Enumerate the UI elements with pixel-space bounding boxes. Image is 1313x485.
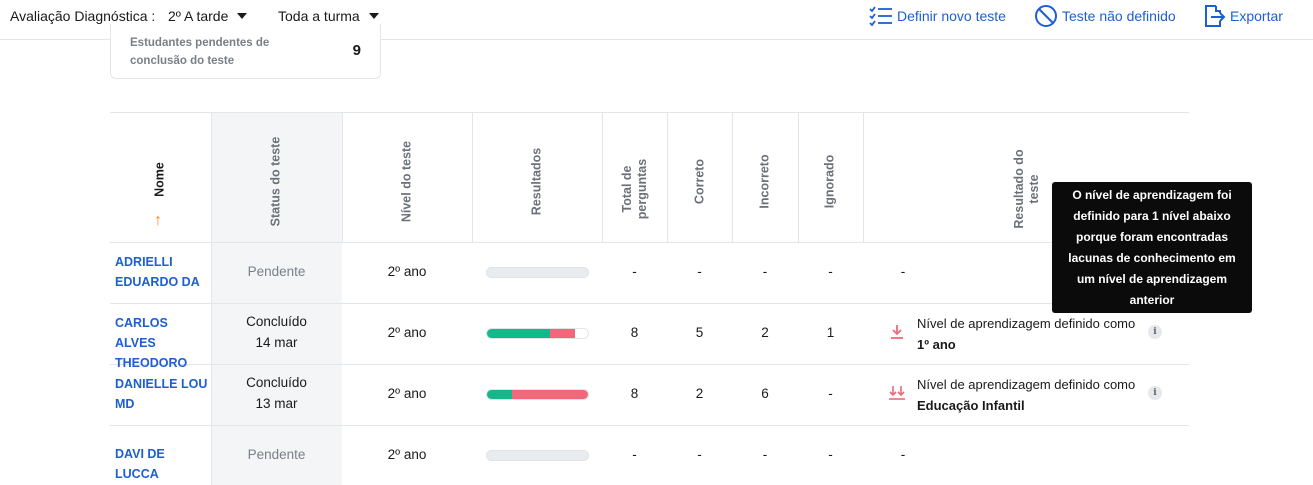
column-header-level: Nível do teste — [399, 140, 414, 223]
test-outcome: Nível de aprendizagem definido como Educ… — [917, 374, 1137, 416]
results-bar — [486, 267, 589, 278]
test-status: Concluído — [246, 375, 307, 390]
ignored-count: - — [828, 386, 833, 401]
test-outcome: Nível de aprendizagem definido como 1º a… — [917, 313, 1137, 355]
assessment-label: Avaliação Diagnóstica : — [10, 8, 156, 24]
ignored-count: - — [828, 447, 833, 462]
incorrect-count: 2 — [761, 325, 769, 340]
learning-level-tooltip: O nível de aprendizagem foi definido par… — [1052, 182, 1252, 313]
results-bar — [486, 389, 589, 400]
export-label: Exportar — [1230, 8, 1283, 24]
total-questions: 8 — [630, 386, 639, 401]
pending-students-count: 9 — [352, 42, 361, 59]
results-bar — [486, 328, 589, 339]
pending-students-card: Estudantes pendentes de conclusão do tes… — [110, 24, 381, 79]
incorrect-count: - — [762, 264, 768, 279]
info-icon[interactable]: i — [1148, 386, 1162, 400]
results-bar — [486, 450, 589, 461]
results-bar-correct — [487, 329, 551, 338]
block-icon — [1035, 5, 1057, 27]
test-level: 2º ano — [387, 386, 427, 401]
results-bar-incorrect — [512, 390, 588, 399]
chevron-down-icon — [237, 13, 248, 19]
group-select[interactable]: Toda a turma — [278, 0, 379, 32]
test-outcome: - — [900, 264, 906, 279]
results-bar-incorrect — [550, 329, 576, 338]
test-completion-date: 14 mar — [255, 335, 298, 350]
column-header-status: Status do teste — [268, 136, 283, 227]
test-outcome: - — [900, 447, 906, 462]
double-arrow-down-icon — [889, 386, 905, 400]
results-bar-correct — [487, 390, 513, 399]
test-outcome-text: Nível de aprendizagem definido como — [917, 377, 1136, 392]
status-column-background — [211, 112, 342, 485]
test-level: 2º ano — [387, 325, 427, 340]
test-outcome-level: 1º ano — [917, 337, 956, 352]
correct-count: 5 — [695, 325, 704, 340]
column-header-correct: Correto — [692, 158, 707, 205]
column-header-ignored: Ignorado — [822, 154, 837, 209]
checklist-icon — [869, 6, 892, 27]
test-status: Pendente — [247, 264, 306, 279]
export-icon — [1205, 5, 1226, 27]
student-name-link[interactable]: DAVI DE LUCCA — [115, 447, 165, 481]
chevron-down-icon — [368, 13, 379, 19]
incorrect-count: 6 — [761, 386, 769, 401]
incorrect-count: - — [762, 447, 768, 462]
total-questions: 8 — [630, 325, 639, 340]
test-status: Pendente — [247, 447, 306, 462]
test-outcome-text: Nível de aprendizagem definido como — [917, 316, 1136, 331]
student-name-link[interactable]: CARLOS ALVES THEODORO — [115, 316, 188, 370]
test-completion-date: 13 mar — [255, 396, 298, 411]
column-header-outcome: Resultado do teste — [1012, 149, 1041, 229]
pending-students-label: Estudantes pendentes de conclusão do tes… — [130, 37, 270, 67]
test-level: 2º ano — [387, 264, 427, 279]
class-select[interactable]: 2º A tarde — [168, 0, 248, 32]
correct-count: - — [697, 447, 702, 462]
group-select-value: Toda a turma — [278, 8, 360, 24]
column-header-total: Total de perguntas — [620, 158, 649, 220]
test-outcome-level: Educação Infantil — [917, 398, 1025, 413]
column-header-results: Resultados — [529, 147, 544, 216]
correct-count: 2 — [695, 386, 704, 401]
test-undefined-button[interactable]: Teste não definido — [1034, 0, 1176, 32]
define-test-label: Definir novo teste — [897, 8, 1006, 24]
total-questions: - — [632, 264, 637, 279]
correct-count: - — [697, 264, 702, 279]
student-name-link[interactable]: DANIELLE LOU MD — [115, 377, 208, 411]
arrow-down-icon — [891, 325, 903, 339]
test-status: Concluído — [246, 314, 307, 329]
column-header-name[interactable]: Nome — [152, 162, 167, 197]
student-name-link[interactable]: ADRIELLI EDUARDO DA — [115, 255, 200, 289]
ignored-count: - — [828, 264, 833, 279]
class-select-value: 2º A tarde — [168, 8, 229, 24]
export-button[interactable]: Exportar — [1202, 0, 1283, 32]
sort-ascending-icon[interactable]: ↑ — [154, 212, 162, 229]
define-test-button[interactable]: Definir novo teste — [869, 0, 1006, 32]
column-header-incorrect: Incorreto — [757, 154, 772, 209]
total-questions: - — [632, 447, 637, 462]
test-level: 2º ano — [387, 447, 427, 462]
test-undefined-label: Teste não definido — [1062, 8, 1176, 24]
ignored-count: 1 — [826, 325, 835, 340]
tooltip-text: O nível de aprendizagem foi definido par… — [1068, 187, 1236, 307]
info-icon[interactable]: i — [1148, 325, 1162, 339]
